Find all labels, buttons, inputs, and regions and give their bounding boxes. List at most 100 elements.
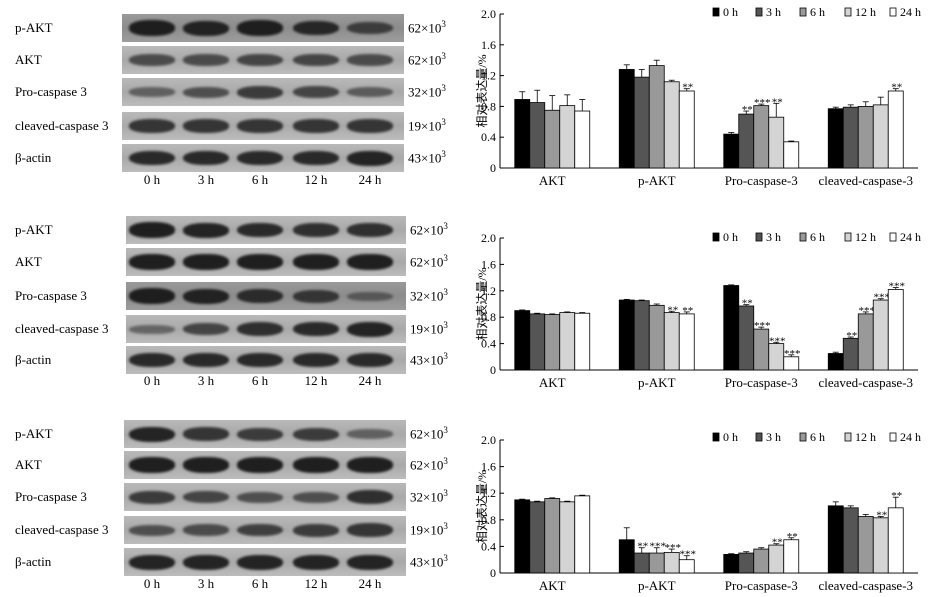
significance-label: ** [637,541,648,553]
blot-band [293,289,339,303]
time-point-label: 24 h [358,373,382,388]
legend-swatch [799,232,807,242]
blot-band [347,429,393,439]
legend-label: 24 h [900,5,921,19]
y-tick-label: 1.2 [481,69,496,83]
molecular-weight-label: 62×103 [410,253,448,270]
blot-band [347,490,393,504]
bar [857,313,874,371]
blot-band [129,288,175,304]
blot-band [183,150,229,166]
blot-band [237,254,283,270]
time-point-label: 3 h [197,576,215,591]
blot-band [293,223,339,237]
bar [559,105,576,169]
blot-band [347,457,393,473]
blot-band [237,54,283,66]
legend-swatch [844,432,852,442]
blot-band [293,457,339,473]
legend-label: 12 h [855,5,876,19]
significance-label: ** [772,537,783,549]
blot-row-label: cleaved-caspase 3 [15,522,109,537]
legend-label: 6 h [810,430,825,444]
time-point-label: 12 h [304,576,328,591]
blot-row-label: β-actin [15,554,52,569]
bar [753,548,770,574]
blot-band [183,554,229,570]
blot-band [237,457,283,473]
y-tick-label: 1.6 [481,257,496,271]
blot-band [237,491,283,503]
blot-band [237,85,283,99]
bar [887,507,904,574]
significance-label: ** [876,509,887,521]
blot-band [129,54,175,66]
blot-row-label: Pro-caspase 3 [15,288,87,303]
blot-band [237,119,283,133]
blot-band [129,426,175,442]
significance-label: ** [891,490,902,502]
bar [842,106,859,169]
bar [663,312,680,371]
blot-band [237,20,283,36]
time-point-label: 12 h [304,373,328,388]
legend-swatch [799,7,807,17]
bar [723,285,740,371]
bar [574,312,591,371]
blot-band [129,119,175,133]
bar [768,544,785,574]
blot-band [293,554,339,570]
molecular-weight-label: 19×103 [410,521,448,538]
x-tick-label: cleaved-caspase-3 [818,173,913,188]
significance-label: *** [650,541,667,553]
blot-band [237,427,283,441]
y-tick-label: 1.6 [481,38,496,52]
blot-band [129,20,175,36]
blot-band [183,119,229,133]
bar [872,299,889,371]
legend-swatch [889,232,897,242]
bar [827,108,844,169]
blot-band [347,223,393,237]
blot-row-label: Pro-caspase 3 [15,84,87,99]
blot-row-label: AKT [15,254,42,269]
bar [648,552,665,574]
blot-band [183,20,229,36]
bar [738,113,755,169]
y-tick-label: 2.0 [481,231,496,245]
molecular-weight-label: 62×103 [410,221,448,238]
x-tick-label: AKT [539,375,566,390]
significance-label: ** [682,82,693,94]
bar [842,507,859,574]
blot-row-label: cleaved-caspase 3 [15,118,109,133]
time-point-label: 0 h [143,172,161,187]
y-tick-label: 0.4 [481,130,496,144]
significance-label: ** [742,104,753,116]
y-axis-label: 相对表达量/% [475,54,489,127]
blot-row-label: AKT [15,457,42,472]
legend-label: 3 h [766,430,781,444]
significance-label: *** [769,335,786,347]
bar [768,116,785,169]
bar [857,106,874,169]
blot-row-label: p-AKT [15,20,53,35]
bar [574,110,591,169]
bar [618,69,635,169]
significance-label: ** [667,304,678,316]
bar [648,304,665,371]
blot-band [237,352,283,368]
bar [618,299,635,371]
significance-label: ** [891,82,902,94]
blot-band [183,352,229,368]
blot-band [183,222,229,238]
blot-band [293,321,339,337]
blot-band [347,54,393,66]
legend-swatch [712,432,720,442]
bar [544,109,561,169]
bar [633,300,650,371]
x-tick-label: cleaved-caspase-3 [818,578,913,593]
blot-band [183,427,229,441]
bar [633,552,650,574]
x-tick-label: AKT [539,173,566,188]
